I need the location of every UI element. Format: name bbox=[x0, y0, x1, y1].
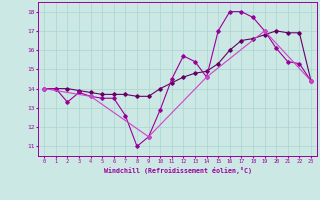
X-axis label: Windchill (Refroidissement éolien,°C): Windchill (Refroidissement éolien,°C) bbox=[104, 167, 252, 174]
